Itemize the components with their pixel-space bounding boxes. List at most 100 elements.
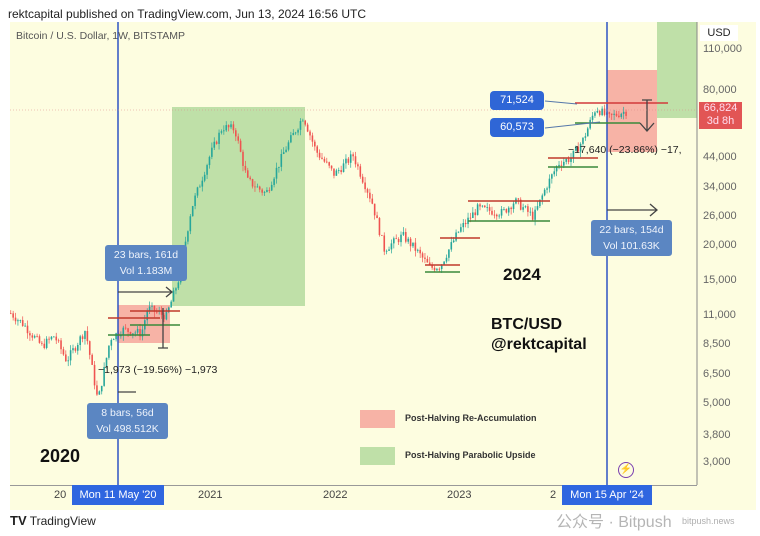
candle-body [615, 113, 618, 116]
candle-body [251, 179, 254, 187]
candle-body [191, 206, 194, 217]
candle-body [127, 328, 129, 332]
candle-body [244, 165, 247, 171]
candle-body [433, 267, 436, 271]
candle-body [86, 331, 89, 342]
alert-lightning-icon[interactable]: ⚡ [618, 462, 634, 478]
candle-body [76, 345, 79, 351]
candle-body [378, 218, 381, 235]
y-tick-label: 80,000 [703, 84, 737, 96]
candle-body [495, 214, 498, 217]
candle-body [227, 125, 230, 128]
y-tick-label: 6,500 [703, 368, 731, 380]
candle-body [361, 176, 364, 183]
candle-body [522, 207, 524, 210]
candle-body [512, 203, 515, 210]
time-arrow-2020-icon [118, 286, 174, 298]
candle-body [263, 192, 266, 193]
candle-body [14, 317, 17, 322]
candle-body [278, 166, 280, 168]
halving-date-2020: Mon 11 May '20 [72, 485, 164, 505]
candle-body [493, 214, 496, 216]
candle-body [584, 136, 587, 138]
candle-body [436, 268, 438, 271]
x-tick-label: 20 [54, 489, 67, 501]
candle-body [50, 336, 53, 340]
candle-body [625, 111, 627, 116]
candle-body [563, 161, 565, 166]
candle-body [531, 211, 534, 220]
time-axis[interactable] [10, 485, 697, 486]
candle-body [74, 348, 77, 351]
candle-body [19, 320, 22, 321]
y-tick-label: 3,000 [703, 456, 731, 468]
candle-body [167, 307, 170, 313]
candle-body [596, 110, 599, 113]
candle-body [266, 190, 268, 193]
halving-date-2024: Mon 15 Apr '24 [562, 485, 652, 505]
candle-body [622, 111, 625, 114]
currency-label[interactable]: USD [700, 25, 738, 41]
candle-body [285, 149, 287, 153]
candle-body [314, 141, 316, 147]
bitpush-watermark-sub: bitpush.news [682, 516, 735, 526]
candle-body [476, 204, 479, 216]
candle-body [369, 192, 371, 199]
candle-body [98, 391, 101, 395]
candle-body [598, 110, 601, 116]
candle-body [551, 174, 553, 179]
candle-body [325, 161, 328, 163]
candle-body [527, 206, 529, 212]
candle-body [306, 124, 309, 132]
y-tick-label: 44,000 [703, 151, 737, 163]
candle-body [349, 154, 352, 163]
candle-body [304, 120, 307, 125]
candle-body [591, 115, 594, 120]
candle-body [390, 243, 393, 250]
y-tick-label: 8,500 [703, 338, 731, 350]
candle-body [613, 113, 615, 115]
candle-body [479, 204, 481, 207]
candle-body [460, 227, 462, 232]
candle-body [316, 146, 319, 153]
candle-body [41, 342, 43, 344]
candle-body [206, 165, 208, 175]
candle-body [287, 142, 290, 150]
candle-body [484, 205, 486, 208]
candle-body [503, 208, 505, 210]
candle-body [196, 187, 199, 196]
candle-body [462, 223, 465, 228]
candle-body [517, 198, 520, 200]
tradingview-logo[interactable]: TV TradingView [10, 513, 96, 528]
y-tick-label: 34,000 [703, 181, 737, 193]
candle-body [134, 332, 137, 334]
candle-body [110, 340, 113, 346]
candle-body [297, 129, 299, 133]
candle-body [402, 232, 405, 235]
candle-body [412, 242, 414, 247]
candle-body [546, 188, 548, 190]
candle-body [555, 166, 558, 172]
price-chart[interactable] [10, 22, 756, 510]
candle-body [519, 199, 522, 210]
candle-body [426, 258, 429, 263]
candle-body [424, 257, 426, 259]
candle-body [215, 141, 218, 144]
candle-body [270, 184, 273, 191]
measure-box-2020-upside: 23 bars, 161d Vol 1.183M [105, 245, 187, 281]
candle-body [333, 168, 335, 176]
candle-body [455, 232, 457, 241]
drawdown-arrow-2020-icon [158, 308, 168, 349]
candle-body [565, 158, 568, 162]
candle-body [469, 217, 472, 219]
year-label-2020: 2020 [40, 446, 81, 466]
candle-body [558, 164, 560, 167]
candle-body [65, 354, 67, 362]
candle-body [45, 338, 48, 348]
candle-body [194, 195, 196, 207]
candle-body [81, 336, 84, 339]
candle-body [438, 268, 441, 270]
candle-body [17, 320, 19, 322]
candle-body [254, 186, 256, 188]
candle-body [100, 385, 103, 392]
